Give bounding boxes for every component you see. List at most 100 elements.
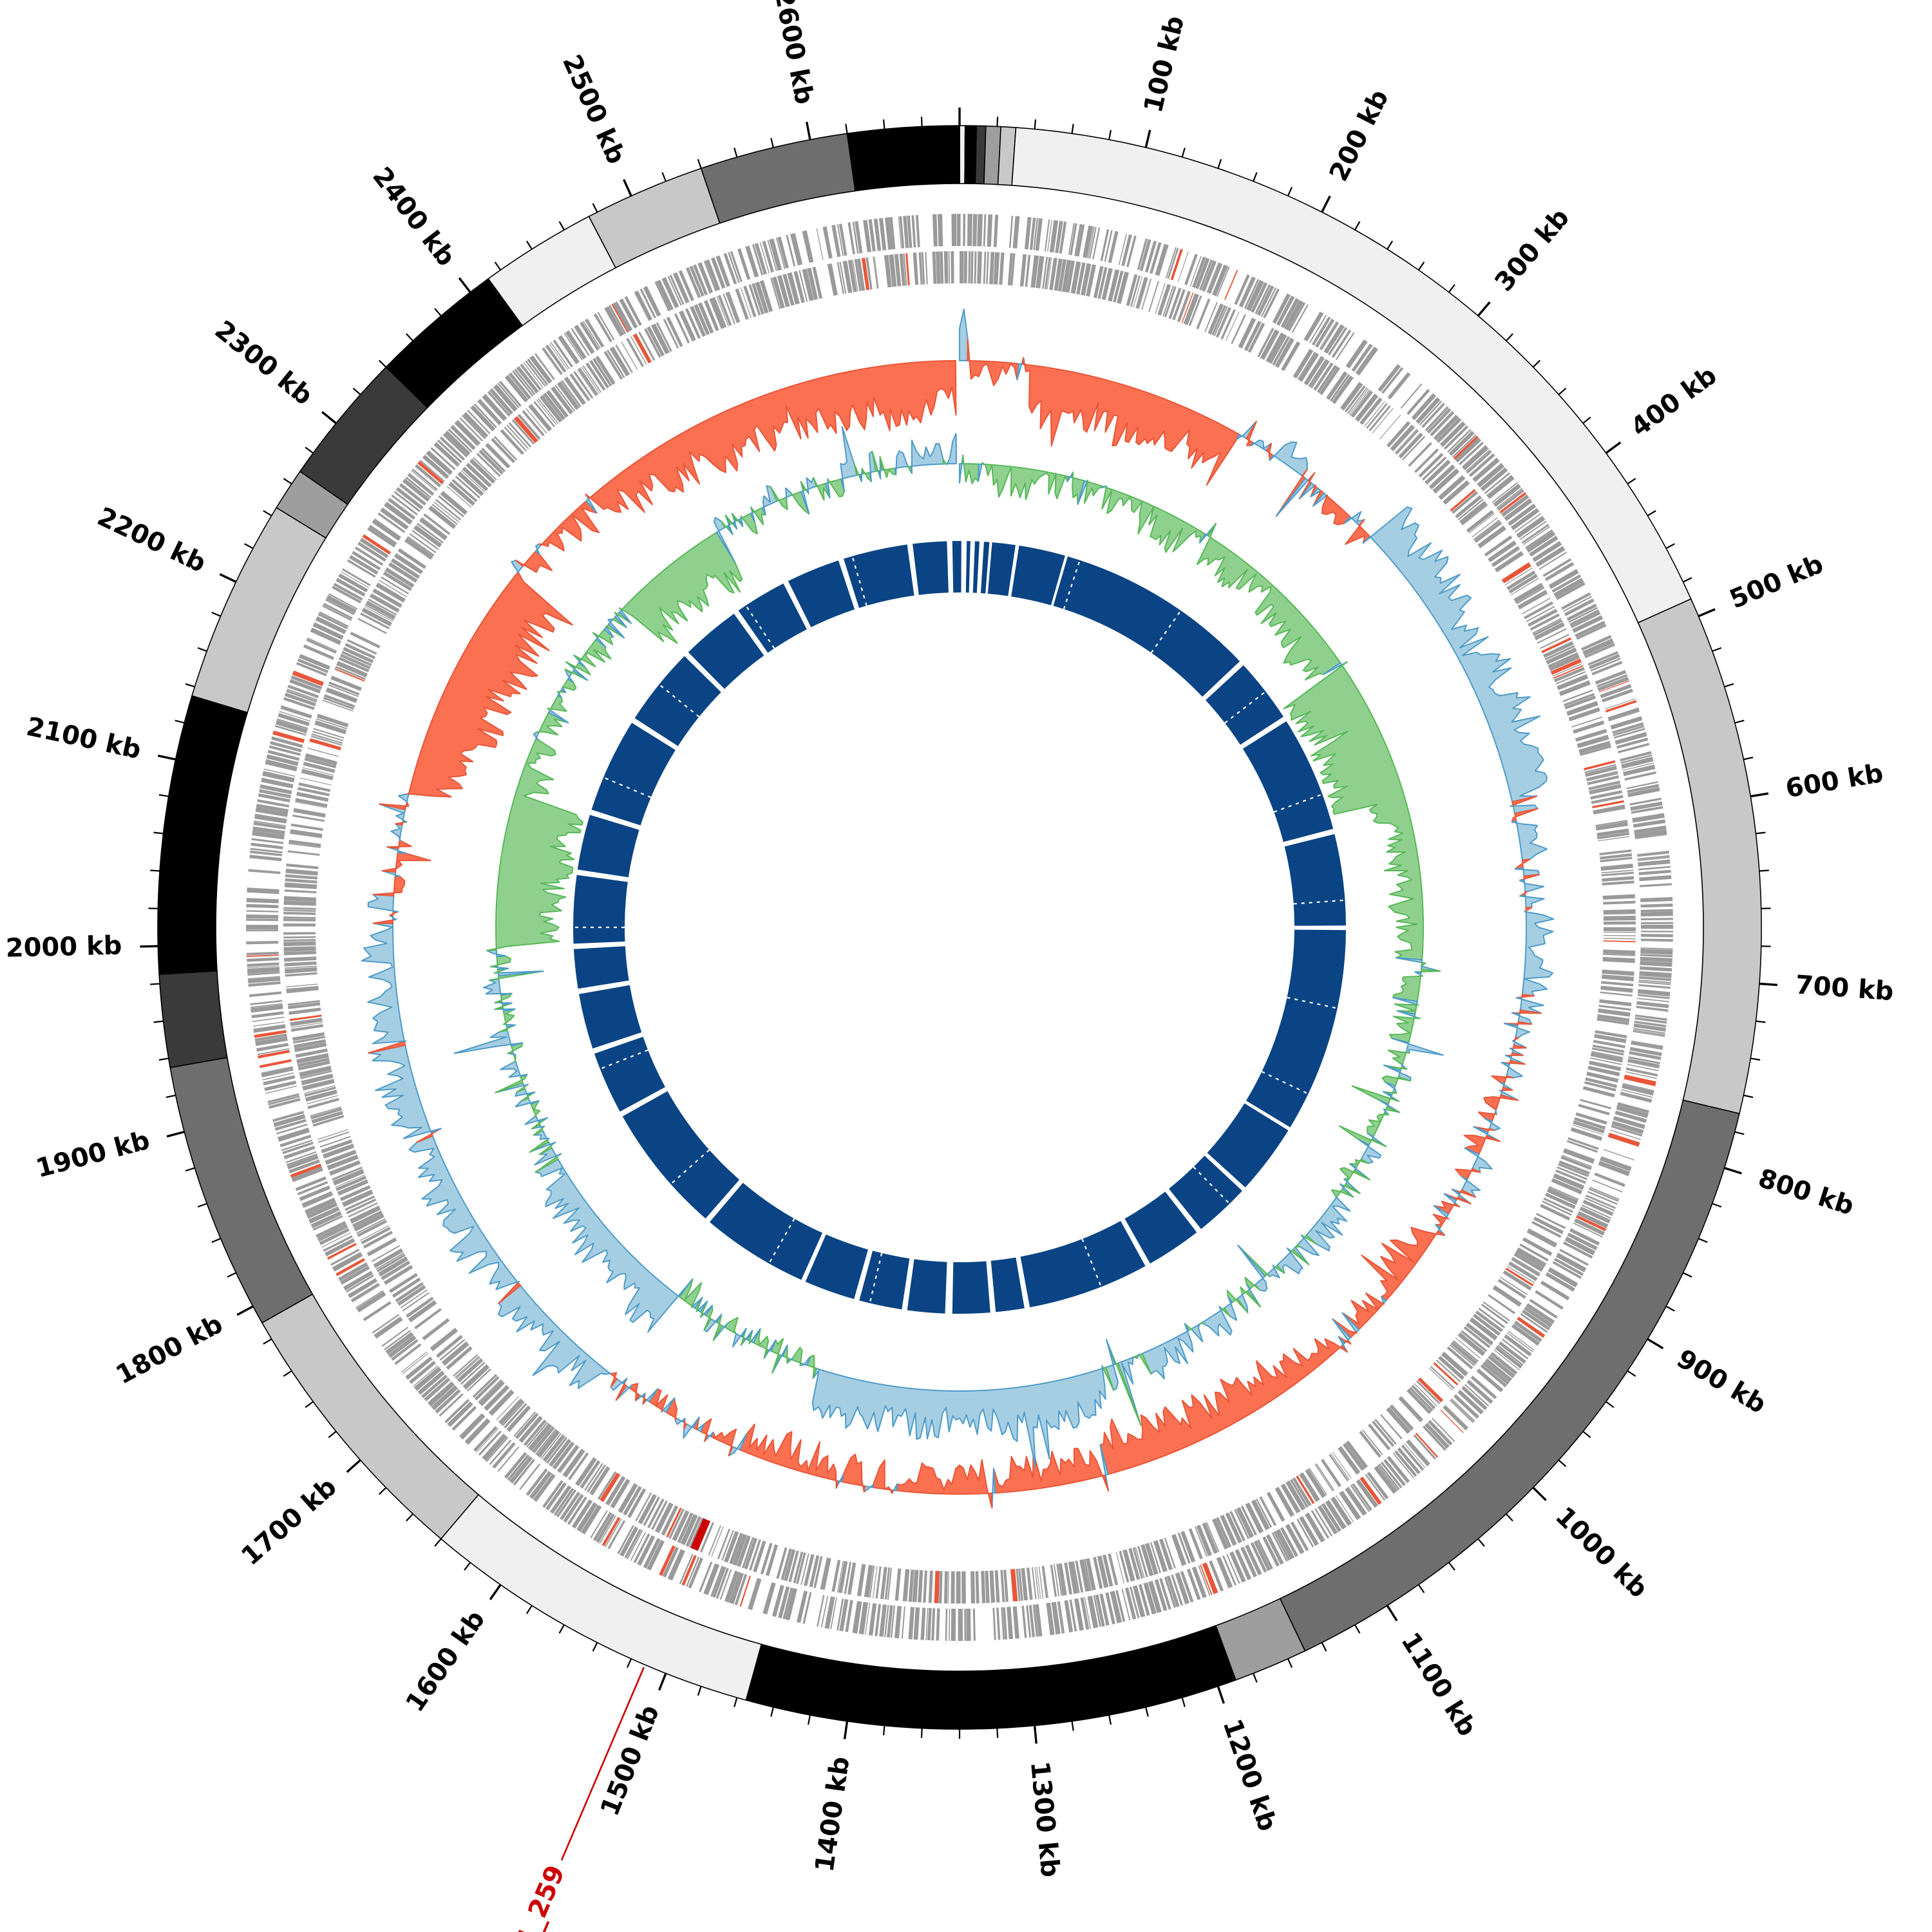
cds-feature [1600,857,1633,862]
cds-feature [1595,670,1627,685]
cds-feature [1539,551,1567,570]
cds-feature [1500,1276,1528,1296]
cds-feature [994,1570,1000,1603]
cds-feature [1289,1479,1309,1508]
cds-feature [1580,745,1612,756]
cds-feature [346,639,377,655]
cds-feature [1544,645,1575,661]
cds-feature [1430,1365,1455,1389]
cds-feature [1056,1564,1063,1596]
cds-feature [1400,383,1423,409]
cds-feature [1108,1553,1119,1586]
cds-feature [296,791,329,802]
cds-feature [917,1570,923,1603]
cds-feature [1452,434,1477,458]
cds-feature [519,1463,541,1490]
major-tick [489,1584,502,1600]
cds-feature [1087,226,1095,259]
gc-area-negative [1341,1293,1385,1331]
cds-feature [1573,1222,1603,1238]
cds-feature [311,733,343,744]
cds-feature [1587,775,1620,786]
cds-feature [863,220,872,252]
cds-feature [247,962,279,967]
cds-feature [1081,263,1092,296]
cds-feature [545,1482,567,1511]
cds-feature [312,730,344,742]
cds-feature [1126,274,1138,307]
cds-feature [1003,1607,1008,1640]
ring-cds-reverse [283,251,1636,1604]
cds-feature [283,923,316,927]
cds-feature [1533,1217,1564,1235]
ring-cds-forward [246,214,1673,1641]
cds-feature [986,251,989,284]
cds-feature-highlight [1296,1475,1315,1504]
cds-feature [918,252,923,285]
cds-feature-highlight [1417,1377,1444,1403]
cds-feature [1137,238,1148,270]
cds-feature [809,1555,820,1587]
minor-tick [158,1057,169,1061]
cds-feature [422,1318,450,1341]
cds-feature [1546,1188,1578,1206]
cds-feature [1553,667,1585,683]
cds-feature [1477,462,1505,488]
cds-feature [284,889,317,894]
cds-feature [1539,634,1569,649]
cds-feature [1099,1593,1110,1626]
cds-feature [1540,1204,1571,1221]
cds-feature [287,850,320,856]
gc-area-negative [538,500,600,552]
cds-feature [377,512,406,533]
cds-feature [393,491,421,513]
cds-feature [393,553,424,574]
cds-feature [520,363,542,391]
gc-area-positive [1511,820,1548,861]
cds-feature [402,478,430,502]
cds-feature [1616,737,1649,749]
cds-feature [688,1557,703,1589]
cds-feature [1018,1568,1023,1601]
cds-feature [830,1597,837,1629]
minor-tick [166,1094,176,1098]
cds-feature [246,951,279,956]
cds-feature [1513,1320,1542,1343]
cds-feature [514,368,536,395]
cds-feature [831,224,841,258]
cds-feature [287,685,319,699]
cds-feature [1625,1067,1658,1077]
minor-tick [996,117,999,127]
gc-area-negative [1455,1168,1481,1180]
cds-feature [414,1308,442,1330]
cds-feature [1574,1218,1605,1236]
cds-feature [854,259,862,292]
cds-feature [1532,541,1562,562]
cds-feature [1515,1251,1544,1269]
cds-feature [284,692,316,706]
cds-feature [266,754,299,766]
cds-feature [527,358,549,386]
cds-feature [336,1175,367,1191]
cds-feature [1578,741,1611,754]
cds-feature [294,1043,327,1052]
minor-tick [1181,1697,1186,1707]
cds-feature [421,1374,448,1399]
minor-tick [734,147,738,158]
cds-feature [824,1596,835,1629]
axis-tick-label: 2100 kb [24,712,144,765]
cds-feature [1590,1057,1622,1065]
cds-feature [564,332,583,361]
cds-feature [1480,1364,1508,1388]
cds-feature [1622,762,1654,771]
cds-feature [525,1421,547,1446]
cds-feature [1311,360,1330,389]
cds-feature [582,365,602,393]
cds-feature [1378,1463,1400,1490]
cds-feature [1433,414,1459,441]
cds-feature [413,1366,442,1391]
cds-feature [713,297,727,328]
cds-feature [325,1150,357,1165]
cds-feature [1630,801,1663,811]
cds-feature [312,622,344,640]
